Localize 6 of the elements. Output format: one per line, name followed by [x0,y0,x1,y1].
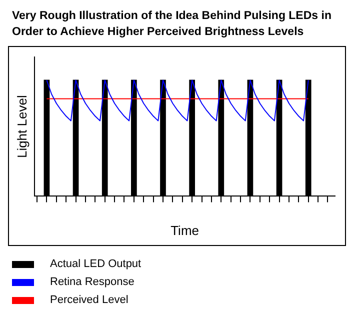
y-axis-title: Light Level [14,95,30,158]
chart-title: Very Rough Illustration of the Idea Behind Pulsing LEDs in Order to Achieve Higher Perceived Brightness Levels [11,9,332,40]
x-axis-title: Time [170,222,200,238]
legend-label: Perceived Level [50,294,128,306]
legend-label: Actual LED Output [50,258,142,270]
legend-label: Retina Response [50,276,134,288]
